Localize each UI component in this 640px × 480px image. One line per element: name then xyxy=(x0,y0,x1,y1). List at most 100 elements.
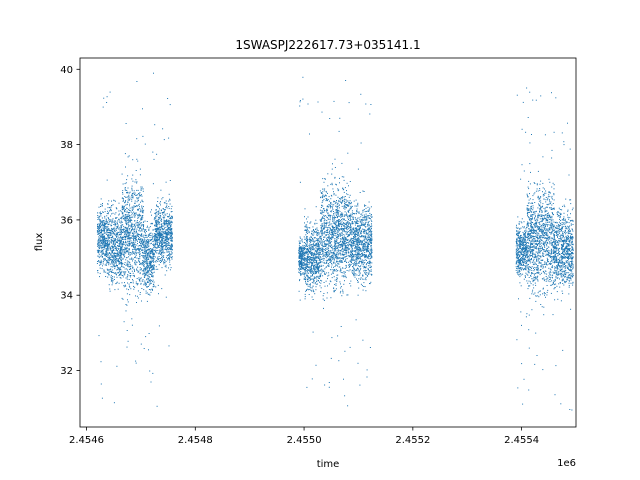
data-point xyxy=(170,254,172,256)
data-point xyxy=(311,239,313,241)
data-point xyxy=(107,249,109,251)
data-point xyxy=(322,217,324,219)
data-point xyxy=(140,241,142,243)
data-point xyxy=(137,215,139,217)
data-point xyxy=(168,220,170,222)
data-point xyxy=(340,250,342,252)
data-point xyxy=(145,267,147,269)
data-point xyxy=(106,241,108,243)
data-point xyxy=(341,246,343,248)
data-point xyxy=(125,209,126,211)
data-point xyxy=(157,245,159,247)
data-point xyxy=(97,226,98,227)
data-point xyxy=(309,247,311,249)
data-point xyxy=(309,262,310,264)
data-point xyxy=(336,278,338,280)
data-point xyxy=(316,262,318,264)
data-point xyxy=(154,217,156,219)
data-point xyxy=(169,237,171,239)
data-point xyxy=(147,266,149,268)
data-point xyxy=(110,235,112,237)
data-point xyxy=(349,263,350,265)
data-point xyxy=(114,200,116,202)
data-point xyxy=(117,258,119,259)
data-point xyxy=(143,348,145,349)
data-point xyxy=(306,289,308,291)
data-point xyxy=(163,212,165,213)
data-point xyxy=(298,257,300,259)
data-point xyxy=(103,243,105,245)
data-point xyxy=(121,216,123,218)
data-point xyxy=(127,265,128,267)
data-point xyxy=(147,252,149,254)
data-point xyxy=(118,268,120,270)
data-point xyxy=(115,239,117,241)
data-point xyxy=(114,240,116,242)
data-point xyxy=(129,266,130,268)
data-point xyxy=(133,205,135,207)
data-point xyxy=(105,259,107,261)
data-point xyxy=(112,276,114,278)
data-point xyxy=(145,254,147,256)
data-point xyxy=(323,262,325,264)
data-point xyxy=(310,252,311,254)
data-point xyxy=(117,227,119,229)
data-point xyxy=(111,254,113,256)
data-point xyxy=(110,215,111,217)
data-point xyxy=(166,232,168,234)
data-point xyxy=(148,233,150,235)
data-point xyxy=(100,235,102,237)
data-point xyxy=(131,190,133,192)
data-point xyxy=(97,239,99,241)
data-point xyxy=(348,226,350,228)
data-point xyxy=(143,262,145,264)
data-point xyxy=(130,288,132,290)
data-point xyxy=(119,219,120,221)
data-point xyxy=(131,258,133,260)
data-point xyxy=(338,263,340,265)
data-point xyxy=(310,268,312,270)
data-point xyxy=(154,240,156,242)
data-point xyxy=(166,243,168,245)
data-point xyxy=(126,192,128,194)
data-point xyxy=(110,210,112,212)
data-point xyxy=(339,222,341,224)
data-point xyxy=(166,222,168,224)
data-point xyxy=(138,234,140,235)
data-point xyxy=(130,231,132,233)
data-point xyxy=(312,285,314,287)
data-point xyxy=(305,248,307,250)
data-point xyxy=(121,270,123,272)
data-point xyxy=(113,279,115,280)
data-point xyxy=(165,223,167,225)
data-point xyxy=(158,260,160,262)
data-point xyxy=(136,221,138,223)
data-point xyxy=(141,263,143,265)
data-point xyxy=(123,256,125,258)
data-point xyxy=(342,236,344,238)
data-point xyxy=(342,255,344,257)
data-point xyxy=(129,224,131,226)
data-point xyxy=(317,230,319,232)
data-point xyxy=(337,252,339,254)
data-point xyxy=(152,279,154,281)
data-point xyxy=(114,222,116,224)
data-point xyxy=(166,243,168,244)
data-point xyxy=(132,258,134,260)
data-point xyxy=(306,263,308,265)
data-point xyxy=(348,242,350,244)
data-point xyxy=(115,253,117,255)
data-point xyxy=(330,269,331,271)
data-point xyxy=(128,241,130,243)
data-point xyxy=(104,240,106,242)
data-point xyxy=(337,245,339,247)
data-point xyxy=(144,229,146,231)
data-point xyxy=(111,256,113,258)
data-point xyxy=(120,210,122,212)
data-point xyxy=(116,365,118,367)
data-point xyxy=(110,280,112,282)
data-point xyxy=(325,198,327,199)
data-point xyxy=(140,210,142,212)
data-point xyxy=(145,283,147,285)
data-point xyxy=(144,270,146,272)
